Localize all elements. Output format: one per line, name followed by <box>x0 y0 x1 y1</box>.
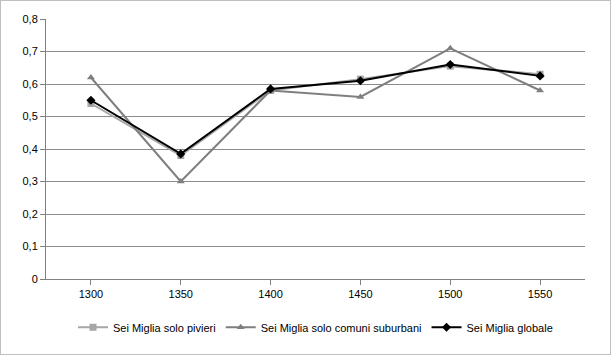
svg-text:Sei Miglia solo comuni suburba: Sei Miglia solo comuni suburbani <box>261 322 422 334</box>
svg-text:0,2: 0,2 <box>23 208 38 220</box>
svg-text:0,6: 0,6 <box>23 78 38 90</box>
svg-text:0,1: 0,1 <box>23 240 38 252</box>
svg-text:0,4: 0,4 <box>23 143 38 155</box>
svg-text:0,5: 0,5 <box>23 110 38 122</box>
svg-text:1300: 1300 <box>79 288 103 300</box>
svg-text:1350: 1350 <box>169 288 193 300</box>
svg-text:Sei Miglia solo pivieri: Sei Miglia solo pivieri <box>113 322 216 334</box>
svg-text:1400: 1400 <box>258 288 282 300</box>
svg-text:0,3: 0,3 <box>23 175 38 187</box>
svg-text:1450: 1450 <box>348 288 372 300</box>
svg-text:0: 0 <box>32 273 38 285</box>
svg-text:Sei Miglia globale: Sei Miglia globale <box>467 322 553 334</box>
svg-text:1500: 1500 <box>438 288 462 300</box>
svg-text:0,8: 0,8 <box>23 13 38 25</box>
svg-text:0,7: 0,7 <box>23 45 38 57</box>
svg-text:1550: 1550 <box>528 288 552 300</box>
